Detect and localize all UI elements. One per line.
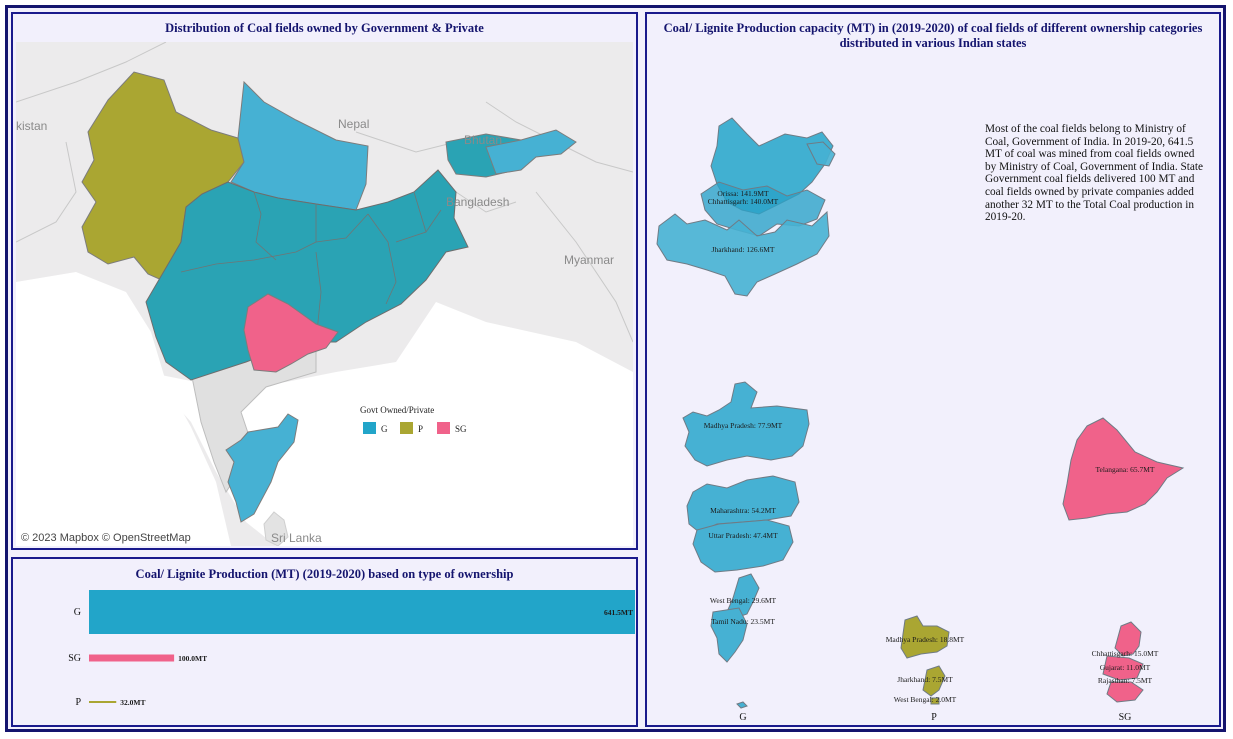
p-shape-jharkhand[interactable]	[922, 665, 946, 697]
state-label-p: Jharkhand: 7.5MT	[897, 675, 953, 684]
legend-swatch-p	[400, 422, 413, 434]
state-shape-madhya-pradesh[interactable]	[682, 381, 810, 467]
state-shape-maharashtra[interactable]	[686, 475, 800, 533]
label-bangladesh: Bangladesh	[446, 195, 509, 209]
bar-sg[interactable]	[89, 654, 175, 662]
state-label-g: Uttar Pradesh: 47.4MT	[708, 531, 778, 540]
sri-lanka-shape	[263, 511, 289, 546]
map-legend: Govt Owned/Private G P SG	[360, 405, 467, 434]
symbol-map-title-line1: Coal/ Lignite Production capacity (MT) i…	[663, 21, 1203, 35]
axis-label-p: P	[931, 712, 937, 723]
legend-label-sg: SG	[455, 424, 467, 434]
state-label-sg: Rajasthan: 7.5MT	[1098, 676, 1153, 685]
region-government[interactable]	[145, 169, 469, 381]
region-state-govt[interactable]	[243, 293, 339, 373]
p-shape-west-bengal[interactable]	[930, 697, 940, 705]
state-shape-extra[interactable]	[806, 141, 836, 167]
bar-value-label: 641.5MT	[604, 608, 633, 617]
bar-p[interactable]	[89, 701, 117, 703]
state-label-g: Chhattisgarh: 140.0MT	[708, 197, 779, 206]
ownership-axis: G P SG	[739, 712, 1131, 723]
state-label-p: West Bengal: 2.0MT	[894, 695, 957, 704]
p-cluster[interactable]	[900, 615, 950, 705]
sea-area-west	[16, 272, 231, 546]
bar-category-label: SG	[68, 653, 81, 664]
label-sri-lanka: Sri Lanka	[271, 531, 322, 545]
bar-g[interactable]	[89, 590, 635, 634]
summary-note: Most of the coal fields belong to Minist…	[985, 123, 1204, 224]
sg-cluster[interactable]	[1062, 417, 1185, 703]
state-label-sg: Chhattisgarh: 15.0MT	[1092, 649, 1159, 658]
state-shape-jharkhand[interactable]	[656, 210, 830, 297]
india-map[interactable]: kistan Nepal Bhutan Bangladesh Myanmar S…	[16, 42, 633, 546]
map-attribution[interactable]: © 2023 Mapbox © OpenStreetMap	[21, 532, 191, 544]
map-title: Distribution of Coal fields owned by Gov…	[165, 21, 484, 35]
axis-label-sg: SG	[1119, 712, 1132, 723]
symbol-map-panel: Coal/ Lignite Production capacity (MT) i…	[645, 12, 1221, 727]
p-shape-madhya-pradesh[interactable]	[900, 615, 950, 659]
state-borders	[180, 191, 442, 343]
sg-shape-telangana[interactable]	[1062, 417, 1185, 521]
map-svg: kistan Nepal Bhutan Bangladesh Myanmar S…	[16, 42, 633, 546]
g-cluster-top[interactable]	[656, 117, 836, 297]
bar-chart-svg: G 641.5MT SG 100.0MT P 32.0MT	[68, 590, 635, 708]
state-label-sg: Gujarat: 11.0MT	[1100, 663, 1151, 672]
bar-chart-panel: Coal/ Lignite Production (MT) (2019-2020…	[11, 557, 638, 727]
sg-shape-chhattisgarh[interactable]	[1114, 621, 1142, 657]
bar-value-label: 100.0MT	[178, 654, 207, 663]
state-label-g: West Bengal: 29.6MT	[710, 596, 777, 605]
label-myanmar: Myanmar	[564, 253, 614, 267]
state-shape-uttar-pradesh[interactable]	[692, 519, 794, 573]
legend-swatch-sg	[437, 422, 450, 434]
state-label-g: Orissa: 141.9MT	[717, 189, 769, 198]
g-cluster-bottom[interactable]	[682, 381, 810, 709]
legend-label-p: P	[418, 424, 423, 434]
state-label-p: Madhya Pradesh: 18.8MT	[886, 635, 965, 644]
bar-category-label: G	[74, 607, 81, 618]
legend-label-g: G	[381, 424, 388, 434]
region-northeast-east[interactable]	[485, 129, 577, 175]
state-shape-tiny-g[interactable]	[736, 701, 748, 709]
sg-shape-rajasthan[interactable]	[1106, 681, 1144, 703]
bar-value-label: 32.0MT	[120, 698, 145, 707]
state-shape-west-bengal[interactable]	[726, 573, 760, 619]
state-label-g: Madhya Pradesh: 77.9MT	[704, 421, 783, 430]
state-label-g: Maharashtra: 54.2MT	[710, 506, 776, 515]
sg-shape-gujarat[interactable]	[1102, 655, 1144, 681]
symbol-map-title-line2: distributed in various Indian states	[839, 36, 1027, 50]
legend-swatch-g	[363, 422, 376, 434]
axis-label-g: G	[739, 712, 746, 723]
state-label-sg: Telangana: 65.7MT	[1095, 465, 1154, 474]
label-nepal: Nepal	[338, 117, 369, 131]
state-label-g: Tamil Nadu: 23.5MT	[711, 617, 775, 626]
legend-title: Govt Owned/Private	[360, 405, 434, 415]
region-tamil-nadu[interactable]	[225, 413, 299, 523]
map-panel: Distribution of Coal fields owned by Gov…	[11, 12, 638, 550]
state-shape-tamil-nadu[interactable]	[710, 607, 748, 663]
label-pakistan: kistan	[16, 119, 47, 133]
state-label-g: Jharkhand: 126.6MT	[712, 245, 775, 254]
country-borders	[16, 42, 633, 343]
bar-chart-title: Coal/ Lignite Production (MT) (2019-2020…	[135, 567, 514, 581]
bar-category-label: P	[75, 697, 81, 708]
label-bhutan: Bhutan	[464, 133, 502, 147]
